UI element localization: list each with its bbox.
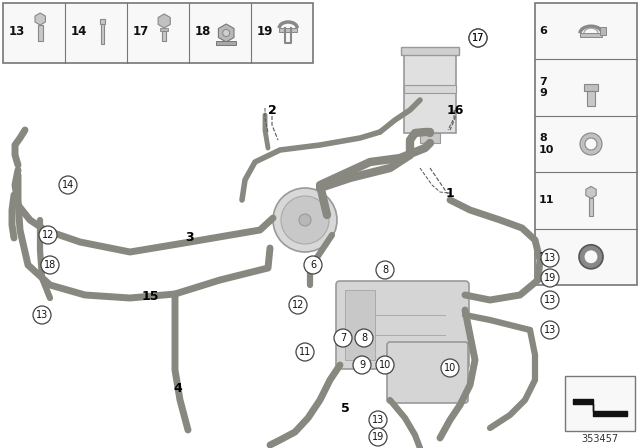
Circle shape (376, 261, 394, 279)
Circle shape (296, 343, 314, 361)
Circle shape (299, 214, 311, 226)
Bar (600, 27, 606, 35)
Bar (100, 19, 105, 24)
Text: 17: 17 (132, 25, 148, 38)
Text: 14: 14 (62, 180, 74, 190)
Circle shape (223, 30, 230, 36)
Text: 13: 13 (372, 415, 384, 425)
Bar (420, 133, 440, 143)
Bar (3, 3, 313, 63)
Text: 14: 14 (70, 25, 87, 38)
Polygon shape (35, 13, 45, 25)
Bar (535, 3, 637, 285)
Polygon shape (218, 24, 234, 42)
Text: 11: 11 (299, 347, 311, 357)
Text: 13: 13 (544, 325, 556, 335)
Text: 16: 16 (446, 103, 464, 116)
Bar (584, 84, 598, 90)
Text: 19: 19 (257, 25, 273, 38)
Circle shape (541, 269, 559, 287)
Circle shape (580, 133, 602, 155)
Circle shape (273, 188, 337, 252)
Circle shape (469, 29, 487, 47)
Text: 13: 13 (544, 295, 556, 305)
Bar (100, 24, 104, 44)
Bar (401, 47, 459, 55)
Text: 17: 17 (472, 33, 484, 43)
Text: 12: 12 (292, 300, 304, 310)
Circle shape (441, 359, 459, 377)
Text: 8: 8 (382, 265, 388, 275)
Bar (589, 198, 593, 216)
Bar (38, 25, 43, 41)
Circle shape (541, 291, 559, 309)
Circle shape (39, 226, 57, 244)
FancyBboxPatch shape (387, 342, 468, 403)
Bar (404, 85, 456, 93)
Text: 10: 10 (379, 360, 391, 370)
Text: 12: 12 (539, 252, 554, 262)
Polygon shape (158, 14, 170, 28)
Bar (565, 376, 635, 431)
Circle shape (376, 356, 394, 374)
Bar (404, 55, 456, 133)
Circle shape (304, 256, 322, 274)
Text: 7: 7 (340, 333, 346, 343)
Circle shape (41, 256, 59, 274)
Circle shape (334, 329, 352, 347)
Text: 3: 3 (186, 231, 195, 244)
Text: 1: 1 (445, 186, 454, 199)
Bar (216, 41, 236, 45)
Text: 17: 17 (472, 33, 484, 43)
Bar (587, 90, 595, 106)
Circle shape (59, 176, 77, 194)
Text: 10: 10 (444, 363, 456, 373)
Circle shape (541, 249, 559, 267)
Bar (162, 31, 166, 41)
Text: 8
10: 8 10 (539, 133, 554, 155)
Bar (345, 290, 375, 360)
Text: 7
9: 7 9 (539, 77, 547, 99)
Circle shape (355, 329, 373, 347)
Circle shape (469, 29, 487, 47)
Text: 353457: 353457 (581, 434, 619, 444)
Bar (160, 28, 168, 31)
Bar (279, 28, 297, 32)
Text: 19: 19 (544, 273, 556, 283)
Text: 18: 18 (195, 25, 211, 38)
Circle shape (281, 196, 329, 244)
Polygon shape (586, 186, 596, 198)
Circle shape (584, 250, 598, 264)
Text: 11: 11 (539, 195, 554, 205)
Text: 12: 12 (42, 230, 54, 240)
Text: 9: 9 (359, 360, 365, 370)
Text: 13: 13 (36, 310, 48, 320)
Circle shape (353, 356, 371, 374)
Text: 8: 8 (361, 333, 367, 343)
Text: 19: 19 (372, 432, 384, 442)
Circle shape (369, 428, 387, 446)
Bar (580, 33, 602, 37)
FancyBboxPatch shape (336, 281, 469, 369)
Text: 6: 6 (310, 260, 316, 270)
Text: 18: 18 (44, 260, 56, 270)
Text: 5: 5 (340, 401, 349, 414)
Text: 6: 6 (539, 26, 547, 36)
Text: 15: 15 (141, 289, 159, 302)
Circle shape (579, 245, 603, 269)
Circle shape (541, 321, 559, 339)
Circle shape (33, 306, 51, 324)
Circle shape (289, 296, 307, 314)
Text: 4: 4 (173, 382, 182, 395)
Text: 2: 2 (268, 103, 276, 116)
Text: 13: 13 (544, 253, 556, 263)
Circle shape (585, 138, 597, 150)
Circle shape (369, 411, 387, 429)
Text: 13: 13 (8, 25, 25, 38)
